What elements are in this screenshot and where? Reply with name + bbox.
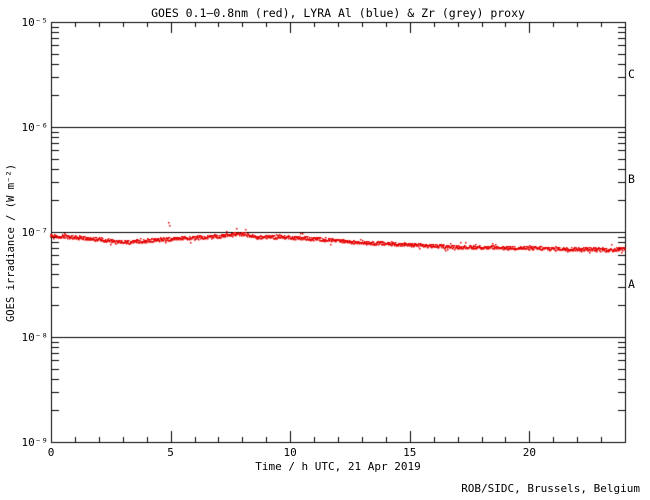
x-tick-label-10: 10	[283, 446, 297, 459]
y-tick-label-1e-8: 10⁻⁸	[21, 330, 49, 344]
y-tick-label-1e-6: 10⁻⁶	[21, 120, 49, 134]
credit-text: ROB/SIDC, Brussels, Belgium	[461, 482, 640, 495]
chart-title: GOES 0.1–0.8nm (red), LYRA Al (blue) & Z…	[151, 6, 525, 20]
x-tick-label-15: 15	[403, 446, 417, 459]
y-tick-label-1e-7: 10⁻⁷	[21, 225, 49, 239]
x-tick-label-0: 0	[47, 446, 55, 459]
x-axis-label: Time / h UTC, 21 Apr 2019	[255, 460, 421, 473]
flare-class-label-b: B	[628, 172, 635, 186]
y-axis-label: GOES irradiance / (W m⁻²)	[5, 163, 17, 323]
flare-class-label-c: C	[628, 67, 635, 81]
x-tick-label-20: 20	[522, 446, 536, 459]
flare-class-label-a: A	[628, 277, 635, 291]
x-tick-label-5: 5	[167, 446, 174, 459]
y-tick-label-1e-9: 10⁻⁹	[21, 435, 49, 449]
y-tick-label-1e-5: 10⁻⁵	[21, 15, 49, 29]
